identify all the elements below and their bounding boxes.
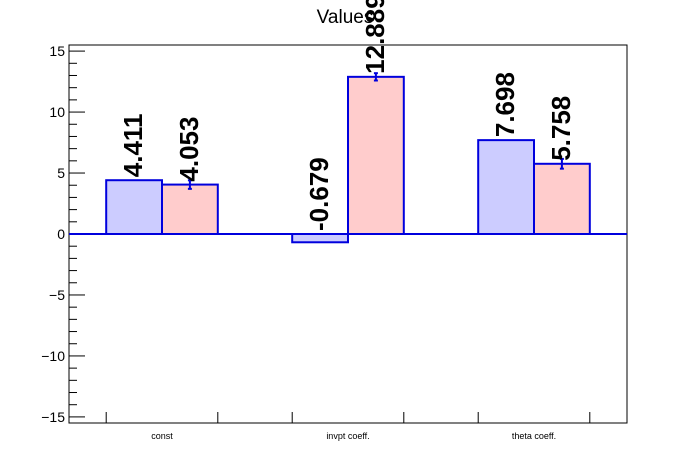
bar: [533, 162, 591, 235]
value-labels: 4.411 -0.679 7.698 4.053 12.889 5.758: [118, 0, 576, 231]
y-tick-label: 0: [57, 226, 65, 242]
chart-title: Values: [317, 7, 374, 28]
value-label: 7.698: [490, 72, 520, 137]
bars: [69, 72, 627, 244]
x-axis: const invpt coeff. theta coeff.: [105, 412, 591, 441]
value-label: 4.053: [174, 117, 204, 182]
value-label: 12.889: [360, 0, 390, 74]
y-tick-label: −5: [49, 287, 65, 303]
bar: [105, 179, 163, 236]
bar: [291, 233, 350, 244]
x-tick-label: theta coeff.: [512, 431, 556, 441]
y-tick-label: 15: [49, 43, 65, 59]
y-tick-label: 5: [57, 165, 65, 181]
y-tick-label: −10: [41, 348, 65, 364]
value-label: -0.679: [304, 157, 334, 231]
x-tick-label: const: [151, 431, 173, 441]
value-label: 5.758: [546, 96, 576, 161]
y-tick-label: 10: [49, 104, 65, 120]
y-tick-label: −15: [41, 409, 65, 425]
bar: [347, 75, 405, 235]
bar: [477, 139, 536, 235]
bar: [161, 183, 219, 235]
value-label: 4.411: [118, 114, 148, 178]
y-axis: −15 −10 −5 0 5 10 15: [41, 43, 85, 425]
x-tick-label: invpt coeff.: [326, 431, 369, 441]
